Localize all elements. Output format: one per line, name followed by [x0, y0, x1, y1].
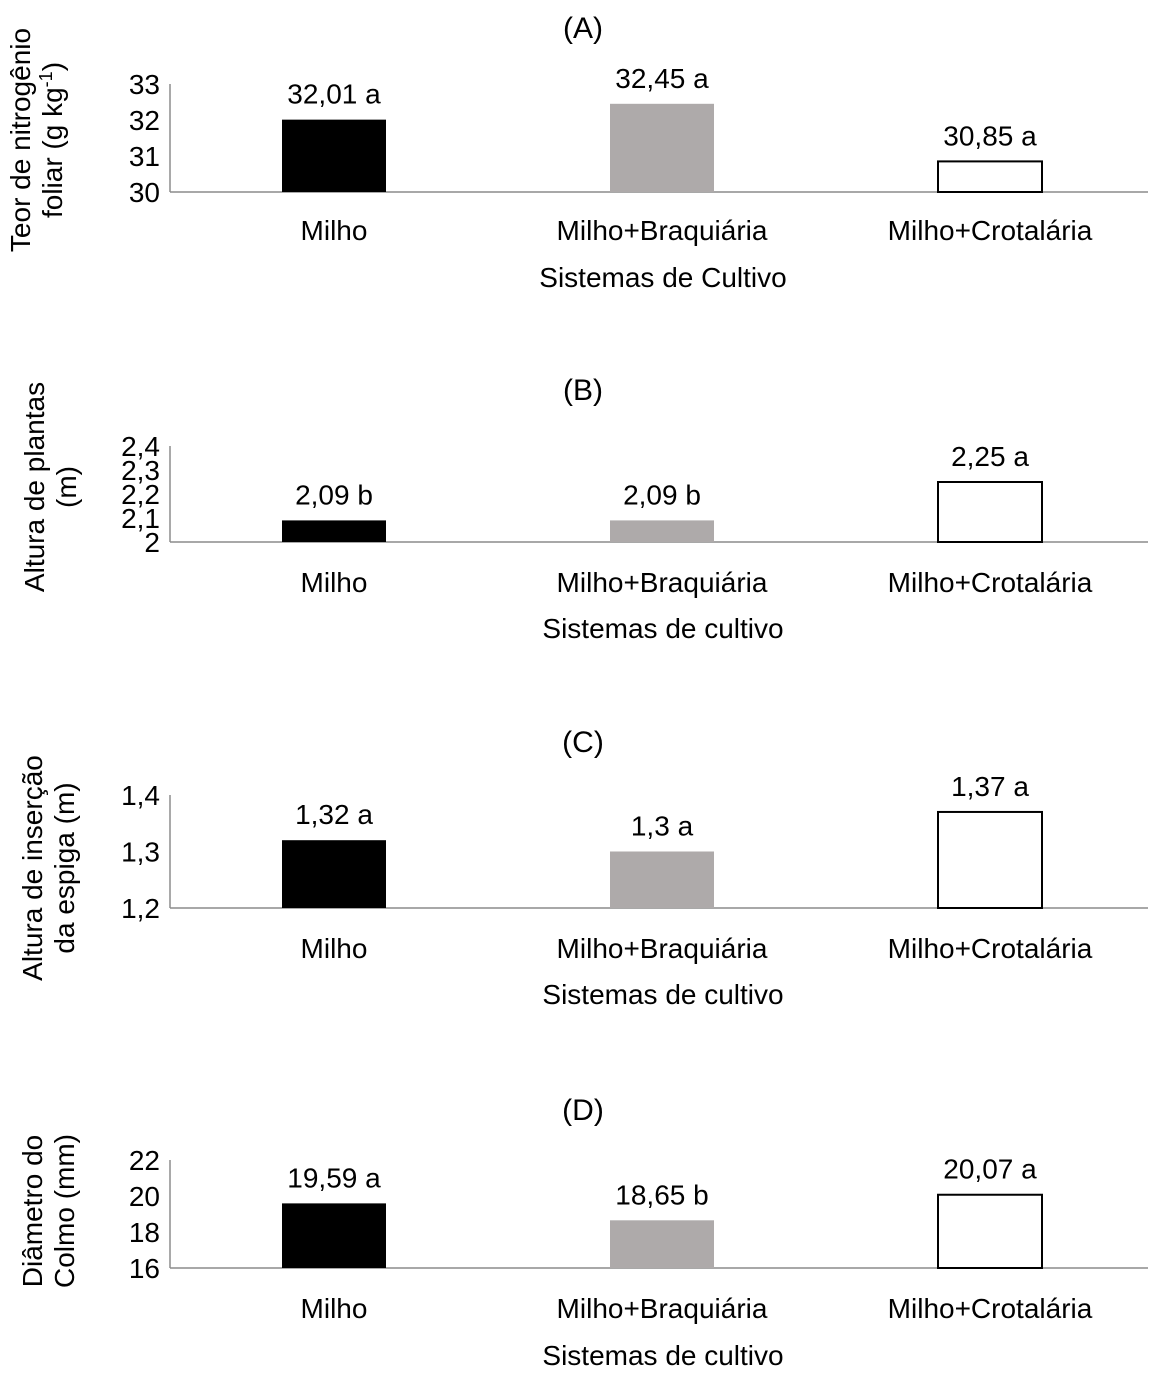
data-label: 30,85 a: [943, 120, 1037, 151]
y-axis-label-superscript: -1: [36, 71, 56, 87]
x-tick-label: Milho: [301, 933, 368, 964]
data-label: 2,09 b: [623, 479, 701, 510]
y-axis-label-line-2: da espiga (m): [49, 782, 80, 953]
y-axis-label: Altura de inserçãoda espiga (m): [17, 755, 80, 981]
y-tick-label: 32: [129, 105, 160, 136]
bar-milho: [282, 1203, 386, 1268]
y-axis-label-line-1: Teor de nitrogênio: [5, 28, 36, 252]
x-tick-label: Milho+Crotalária: [888, 933, 1093, 964]
x-axis-label: Sistemas de cultivo: [542, 1340, 783, 1369]
y-tick-label: 1,3: [121, 837, 160, 868]
chart-title: (C): [562, 726, 604, 759]
y-tick-label: 20: [129, 1181, 160, 1212]
x-tick-label: Milho+Braquiária: [557, 933, 768, 964]
data-label: 2,25 a: [951, 441, 1029, 472]
y-axis-label-line-1: Altura de inserção: [17, 755, 48, 981]
data-label: 1,3 a: [631, 811, 694, 842]
chart-title: (A): [563, 12, 603, 45]
data-label: 32,45 a: [615, 63, 709, 94]
y-axis-label-line-1: Altura de plantas: [19, 382, 50, 592]
y-axis-label-line-2: foliar (g kg: [37, 87, 68, 218]
y-tick-label: 2,3: [121, 455, 160, 486]
x-axis-label: Sistemas de cultivo: [542, 979, 783, 1010]
data-label: 32,01 a: [287, 79, 381, 110]
y-tick-label: 30: [129, 177, 160, 208]
y-axis-label: Teor de nitrogêniofoliar (g kg-1): [5, 28, 68, 252]
y-tick-label: 22: [129, 1145, 160, 1176]
y-tick-label: 1,4: [121, 780, 160, 811]
x-tick-label: Milho: [301, 567, 368, 598]
data-label: 19,59 a: [287, 1162, 381, 1193]
y-axis-label-close: ): [37, 62, 68, 71]
x-tick-label: Milho+Crotalária: [888, 567, 1093, 598]
data-label: 1,32 a: [295, 799, 373, 830]
chart-panel-c: (C) 1,2 1,3 1,4 1,32 a Milho 1,3 a Milho+Braqui…: [17, 726, 1148, 1010]
x-axis-label: Sistemas de cultivo: [542, 613, 783, 644]
chart-panel-b: (B) 22,12,22,32,4 2,09 b Milho 2,09 b Milho+B…: [19, 374, 1148, 644]
y-axis-label-line-1: Diâmetro do: [17, 1135, 48, 1288]
bar-milho-braquiaria: [610, 103, 714, 192]
y-axis-label-line-2: Colmo (mm): [49, 1134, 80, 1288]
y-tick-label: 31: [129, 141, 160, 172]
bar-milho-crotalaria: [937, 160, 1043, 193]
x-tick-label: Milho+Crotalária: [888, 215, 1093, 246]
data-label: 18,65 b: [615, 1179, 708, 1210]
bar-milho-crotalaria: [937, 1193, 1043, 1269]
chart-title: (B): [563, 374, 603, 407]
bar-milho: [282, 520, 386, 542]
y-axis-label: Altura de plantas(m): [19, 382, 82, 592]
x-tick-label: Milho+Braquiária: [557, 567, 768, 598]
chart-panel-a: (A) 30 31 32 33 32,01 a Milho 32,45 a Milho+Braq…: [5, 12, 1148, 293]
x-tick-label: Milho: [301, 215, 368, 246]
y-tick-label: 2,2: [121, 479, 160, 510]
y-tick-label: 16: [129, 1253, 160, 1284]
chart-title: (D): [562, 1094, 604, 1127]
bar-milho-braquiaria: [610, 1220, 714, 1268]
y-tick-label: 2,1: [121, 503, 160, 534]
x-tick-label: Milho+Crotalária: [888, 1293, 1093, 1324]
data-label: 20,07 a: [943, 1154, 1037, 1185]
data-label: 2,09 b: [295, 479, 373, 510]
y-tick-label: 1,2: [121, 893, 160, 924]
y-axis-label: Diâmetro doColmo (mm): [17, 1134, 80, 1288]
y-axis-label-line-2: (m): [51, 466, 82, 508]
x-tick-label: Milho+Braquiária: [557, 1293, 768, 1324]
bar-milho-crotalaria: [937, 481, 1043, 543]
y-tick-label: 2: [144, 527, 160, 558]
y-tick-label: 18: [129, 1217, 160, 1248]
bar-milho-crotalaria: [937, 810, 1043, 910]
bar-milho: [282, 119, 386, 192]
x-axis-label: Sistemas de Cultivo: [539, 262, 786, 293]
y-tick-label: 2,4: [121, 431, 160, 462]
y-tick-label: 33: [129, 69, 160, 100]
bar-milho: [282, 840, 386, 908]
bar-milho-braquiaria: [610, 851, 714, 908]
x-tick-label: Milho: [301, 1293, 368, 1324]
data-label: 1,37 a: [951, 771, 1029, 802]
chart-panel-d: (D) 16 18 20 22 19,59 a Milho 18,65 b Milho+Braq…: [17, 1094, 1148, 1371]
bar-milho-braquiaria: [610, 520, 714, 542]
x-tick-label: Milho+Braquiária: [557, 215, 768, 246]
